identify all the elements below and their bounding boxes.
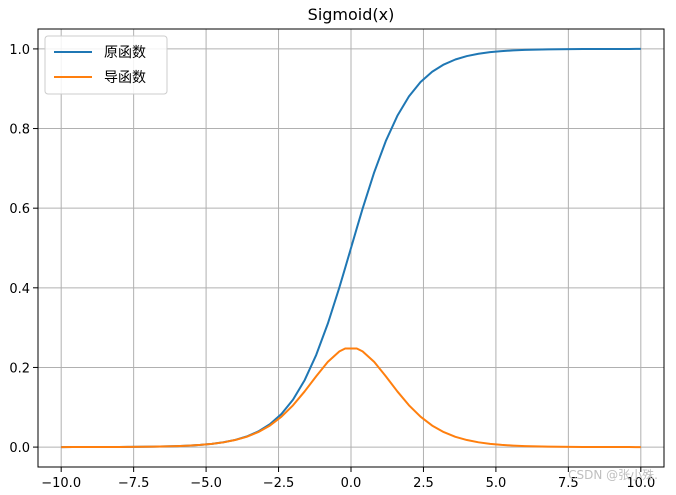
x-tick-label: −10.0 — [41, 476, 81, 490]
legend-box — [44, 35, 168, 95]
x-tick-label: 2.5 — [413, 476, 434, 490]
y-tick-label: 0.2 — [9, 361, 30, 376]
y-tick-label: 0.6 — [9, 202, 30, 217]
x-tick-label: −2.5 — [263, 476, 295, 490]
x-tick-label: 7.5 — [558, 476, 579, 490]
ticks: −10.0 −7.5 −5.0 −2.5 0.0 2.5 5.0 7.5 10.0 0.0 0.2 0… — [9, 43, 655, 491]
watermark: CSDN @张小殊. — [568, 467, 658, 482]
chart-title: Sigmoid(x) — [308, 5, 395, 24]
x-tick-label: 10.0 — [626, 476, 655, 490]
legend-label: 导函数 — [104, 70, 146, 86]
legend-label: 原函数 — [104, 45, 146, 61]
y-tick-label: 1.0 — [9, 43, 30, 58]
x-tick-label: −7.5 — [118, 476, 150, 490]
y-tick-label: 0.4 — [9, 282, 30, 297]
x-tick-label: −5.0 — [190, 476, 222, 490]
series-lines — [61, 47, 641, 449]
y-tick-label: 0.0 — [9, 441, 30, 456]
x-tick-label: 0.0 — [341, 476, 362, 490]
series-line-2 — [61, 347, 641, 449]
y-tick-label: 0.8 — [9, 123, 30, 138]
x-tick-label: 5.0 — [486, 476, 507, 490]
